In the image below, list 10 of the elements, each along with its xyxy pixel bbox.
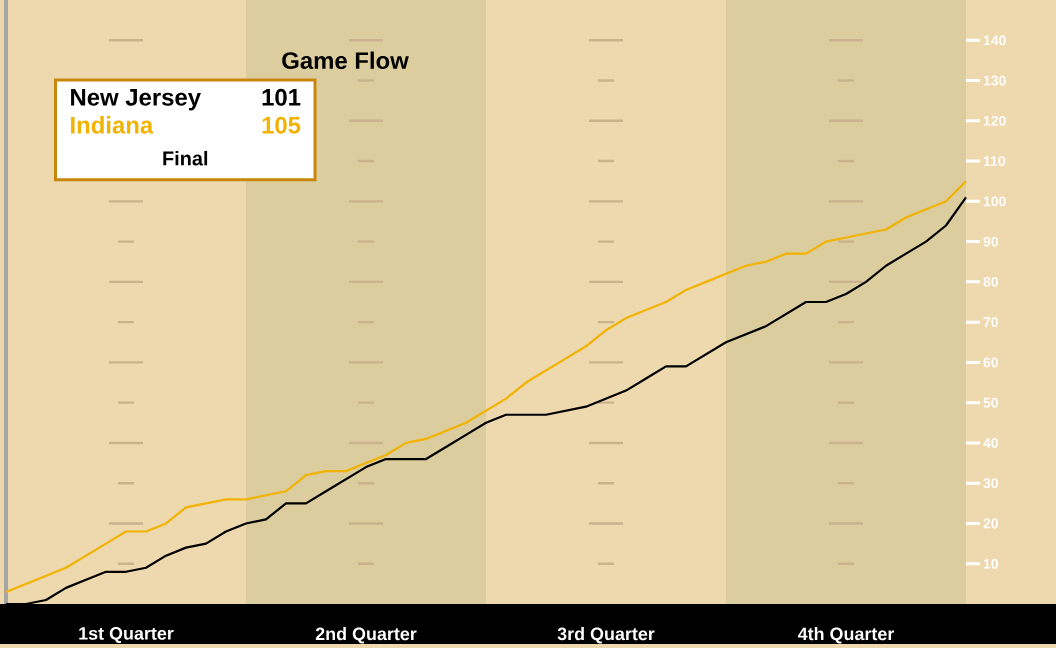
text: New Jersey [71,89,201,111]
annotation: Final [163,150,208,166]
x-tick-label: 3rd Quarter [557,627,655,644]
text: Indiana [71,116,154,134]
annotation: 105 [262,116,301,134]
x-tick-label: 1st Quarter [79,627,174,644]
x-tick-label: 4th Quarter [797,627,895,644]
annotation: 101 [262,88,301,106]
x-tick-label: 2nd Quarter [315,627,417,644]
text: Game Flow [282,51,409,70]
